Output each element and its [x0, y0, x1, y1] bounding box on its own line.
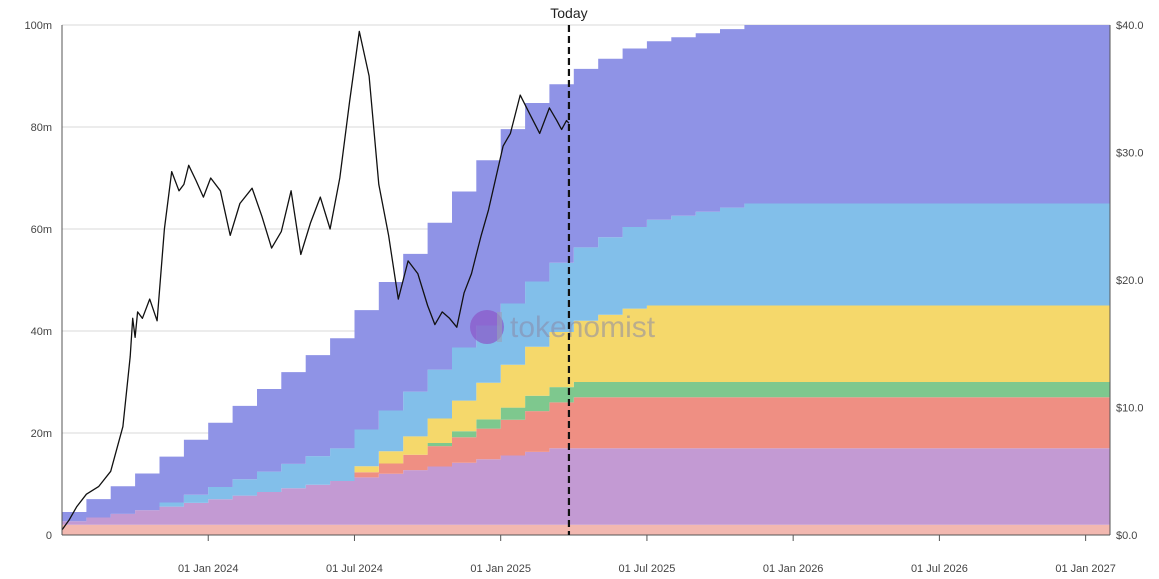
left-tick-label: 40m [31, 326, 52, 338]
watermark-logo-icon [470, 310, 504, 344]
x-tick-label: 01 Jul 2024 [326, 563, 383, 575]
x-tick-label: 01 Jan 2025 [470, 563, 531, 575]
area-blue [62, 25, 1110, 522]
right-tick-label: $0.0 [1116, 530, 1137, 542]
x-tick-label: 01 Jul 2025 [618, 563, 675, 575]
watermark-text: tokenomist [510, 311, 656, 344]
axes: 0 20m 40m 60m 80m 100m $0.0 $10.0 $20.0 $30.0 $40.… [24, 20, 1143, 575]
right-tick-label: $10.0 [1116, 403, 1144, 415]
left-tick-label: 20m [31, 428, 52, 440]
area-red [62, 397, 1110, 522]
left-tick-label: 0 [46, 530, 52, 542]
left-tick-label: 60m [31, 224, 52, 236]
unlock-areas [62, 25, 1110, 535]
area-lightblue [62, 203, 1110, 522]
right-tick-label: $20.0 [1116, 275, 1144, 287]
watermark-logo-bar [497, 312, 502, 342]
x-tick-label: 01 Jan 2026 [763, 563, 824, 575]
left-tick-label: 100m [24, 20, 52, 32]
price-line [61, 30, 570, 531]
x-tick-label: 01 Jan 2024 [178, 563, 239, 575]
left-tick-label: 80m [31, 122, 52, 134]
area-yellow [62, 305, 1110, 522]
today-label: Today [550, 5, 587, 21]
x-tick-label: 01 Jul 2026 [911, 563, 968, 575]
area-base [62, 524, 1110, 535]
right-tick-label: $30.0 [1116, 148, 1144, 160]
right-tick-label: $40.0 [1116, 20, 1144, 32]
today-marker: Today [550, 5, 588, 535]
watermark: tokenomist [470, 310, 656, 344]
x-tick-label: 01 Jan 2027 [1055, 563, 1116, 575]
price-line-group [61, 30, 570, 531]
area-purple [62, 448, 1110, 525]
area-green [62, 382, 1110, 522]
